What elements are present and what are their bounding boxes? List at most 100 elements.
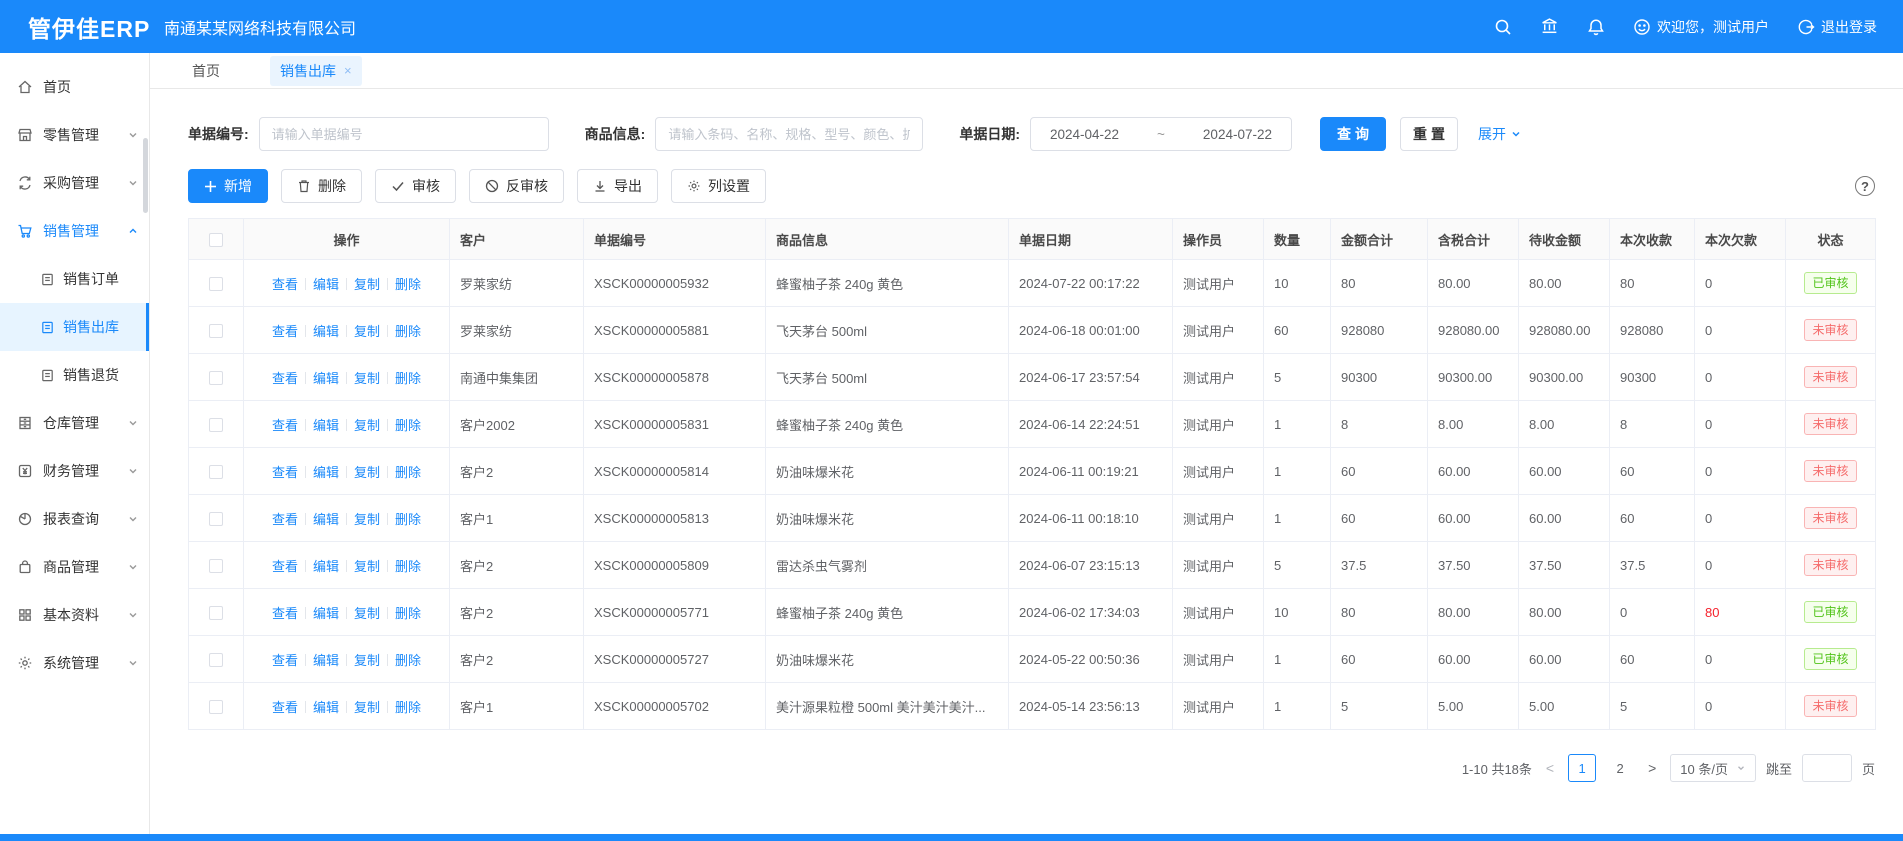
cell-customer: 南通中集集团: [449, 353, 584, 401]
sidebar-item-sales-outbound[interactable]: 销售出库: [0, 303, 149, 351]
copy-link[interactable]: 复制: [354, 464, 381, 480]
page-size-select[interactable]: 10 条/页: [1670, 754, 1756, 782]
view-link[interactable]: 查看: [271, 558, 298, 574]
view-link[interactable]: 查看: [271, 652, 298, 668]
search-icon[interactable]: [1494, 18, 1512, 36]
cell-qty: 5: [1263, 353, 1331, 401]
sidebar-item-products[interactable]: 商品管理: [0, 543, 149, 591]
sidebar-item-system[interactable]: 系统管理: [0, 639, 149, 687]
copy-link[interactable]: 复制: [354, 605, 381, 621]
sidebar-item-warehouse[interactable]: 仓库管理: [0, 399, 149, 447]
edit-link[interactable]: 编辑: [312, 464, 339, 480]
view-link[interactable]: 查看: [271, 323, 298, 339]
row-checkbox[interactable]: [209, 370, 223, 385]
view-link[interactable]: 查看: [271, 511, 298, 527]
reset-button[interactable]: 重置: [1400, 117, 1459, 151]
sidebar-item-retail[interactable]: 零售管理: [0, 111, 149, 159]
view-link[interactable]: 查看: [271, 370, 298, 386]
delete-link[interactable]: 删除: [395, 417, 422, 433]
edit-link[interactable]: 编辑: [312, 605, 339, 621]
edit-link[interactable]: 编辑: [312, 276, 339, 292]
view-link[interactable]: 查看: [271, 464, 298, 480]
delete-link[interactable]: 删除: [395, 276, 422, 292]
copy-link[interactable]: 复制: [354, 511, 381, 527]
bill-no-input[interactable]: [258, 117, 549, 151]
delete-link[interactable]: 删除: [395, 652, 422, 668]
expand-link[interactable]: 展开: [1478, 124, 1522, 144]
edit-link[interactable]: 编辑: [312, 417, 339, 433]
column-settings-button[interactable]: 列设置: [671, 169, 766, 203]
delete-link[interactable]: 删除: [395, 558, 422, 574]
bank-icon[interactable]: [1540, 17, 1559, 36]
copy-link[interactable]: 复制: [354, 323, 381, 339]
welcome-user[interactable]: 欢迎您，测试用户: [1633, 17, 1769, 37]
copy-link[interactable]: 复制: [354, 370, 381, 386]
copy-link[interactable]: 复制: [354, 417, 381, 433]
logout-button[interactable]: 退出登录: [1797, 17, 1877, 37]
unaudit-button[interactable]: 反审核: [469, 169, 564, 203]
next-page-arrow[interactable]: >: [1648, 760, 1657, 776]
select-all-checkbox[interactable]: [209, 232, 223, 247]
cell-product: 蜂蜜柚子茶 240g 黄色: [765, 588, 1009, 636]
tab-sales-outbound[interactable]: 销售出库 ×: [270, 55, 362, 86]
tab-home[interactable]: 首页: [192, 62, 220, 79]
delete-button[interactable]: 删除: [281, 169, 362, 203]
delete-link[interactable]: 删除: [395, 323, 422, 339]
edit-link[interactable]: 编辑: [312, 323, 339, 339]
add-button[interactable]: 新增: [188, 169, 268, 203]
row-checkbox[interactable]: [209, 605, 223, 620]
row-checkbox[interactable]: [209, 464, 223, 479]
view-link[interactable]: 查看: [271, 699, 298, 715]
sidebar-item-sales-return[interactable]: 销售退货: [0, 351, 149, 399]
export-button[interactable]: 导出: [577, 169, 658, 203]
sidebar-item-finance[interactable]: 财务管理: [0, 447, 149, 495]
row-checkbox[interactable]: [209, 511, 223, 526]
row-checkbox[interactable]: [209, 323, 223, 338]
user-smile-icon: [1634, 18, 1650, 35]
pie-chart-icon: [18, 512, 32, 526]
date-separator: ~: [1157, 126, 1165, 142]
audit-button[interactable]: 审核: [375, 169, 456, 203]
sidebar-item-home[interactable]: 首页: [0, 63, 149, 111]
copy-link[interactable]: 复制: [354, 276, 381, 292]
delete-link[interactable]: 删除: [395, 464, 422, 480]
sidebar-item-basedata[interactable]: 基本资料: [0, 591, 149, 639]
row-checkbox[interactable]: [209, 699, 223, 714]
close-icon[interactable]: ×: [344, 63, 352, 78]
prev-page-arrow[interactable]: <: [1545, 760, 1555, 776]
product-info-input[interactable]: [655, 117, 924, 151]
row-checkbox[interactable]: [209, 276, 223, 291]
jump-page-input[interactable]: [1801, 754, 1852, 782]
page-1[interactable]: 1: [1568, 754, 1597, 782]
help-icon[interactable]: ?: [1855, 176, 1875, 196]
sidebar-item-sales[interactable]: 销售管理: [0, 207, 149, 255]
delete-link[interactable]: 删除: [395, 699, 422, 715]
sidebar-item-purchase[interactable]: 采购管理: [0, 159, 149, 207]
row-checkbox[interactable]: [209, 652, 223, 667]
delete-link[interactable]: 删除: [395, 511, 422, 527]
view-link[interactable]: 查看: [271, 417, 298, 433]
search-button[interactable]: 查询: [1320, 117, 1387, 151]
bell-icon[interactable]: [1587, 18, 1605, 36]
edit-link[interactable]: 编辑: [312, 699, 339, 715]
row-checkbox[interactable]: [209, 558, 223, 573]
sidebar-item-sales-order[interactable]: 销售订单: [0, 255, 149, 303]
view-link[interactable]: 查看: [271, 276, 298, 292]
copy-link[interactable]: 复制: [354, 699, 381, 715]
date-range-picker[interactable]: 2024-04-22 ~ 2024-07-22: [1030, 117, 1293, 151]
copy-link[interactable]: 复制: [354, 558, 381, 574]
scrollbar-thumb[interactable]: [143, 138, 148, 213]
sidebar-item-reports[interactable]: 报表查询: [0, 495, 149, 543]
edit-link[interactable]: 编辑: [312, 511, 339, 527]
page-2[interactable]: 2: [1616, 760, 1624, 776]
date-from[interactable]: 2024-04-22: [1050, 126, 1120, 142]
delete-link[interactable]: 删除: [395, 605, 422, 621]
edit-link[interactable]: 编辑: [312, 558, 339, 574]
date-to[interactable]: 2024-07-22: [1202, 126, 1272, 142]
copy-link[interactable]: 复制: [354, 652, 381, 668]
delete-link[interactable]: 删除: [395, 370, 422, 386]
row-checkbox[interactable]: [209, 417, 223, 432]
edit-link[interactable]: 编辑: [312, 370, 339, 386]
view-link[interactable]: 查看: [271, 605, 298, 621]
edit-link[interactable]: 编辑: [312, 652, 339, 668]
